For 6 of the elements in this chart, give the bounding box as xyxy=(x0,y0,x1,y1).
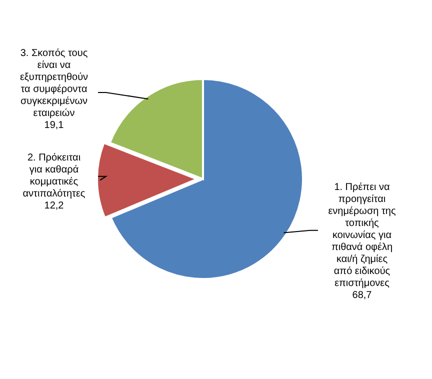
data-label: 68,7 xyxy=(352,290,372,301)
slice-label: 3. Σκοπός τους είναι να εξυπηρετηθούν τα συμφέροντα συγκεκριμένων εταιρειών xyxy=(20,48,88,120)
category-label: 1. Πρέπει να προηγείται ενημέρωση της τοπικής κοινωνίας για πιθανά οφέλη και/ή ζημίες από ειδικούς επιστήμονες xyxy=(328,182,396,289)
slice-label: 2. Πρόκειται για καθαρά κομματικές αντιπαλότητες xyxy=(22,152,86,200)
data-label: 12,2 xyxy=(44,200,64,212)
data-label: 19,1 xyxy=(44,120,64,132)
